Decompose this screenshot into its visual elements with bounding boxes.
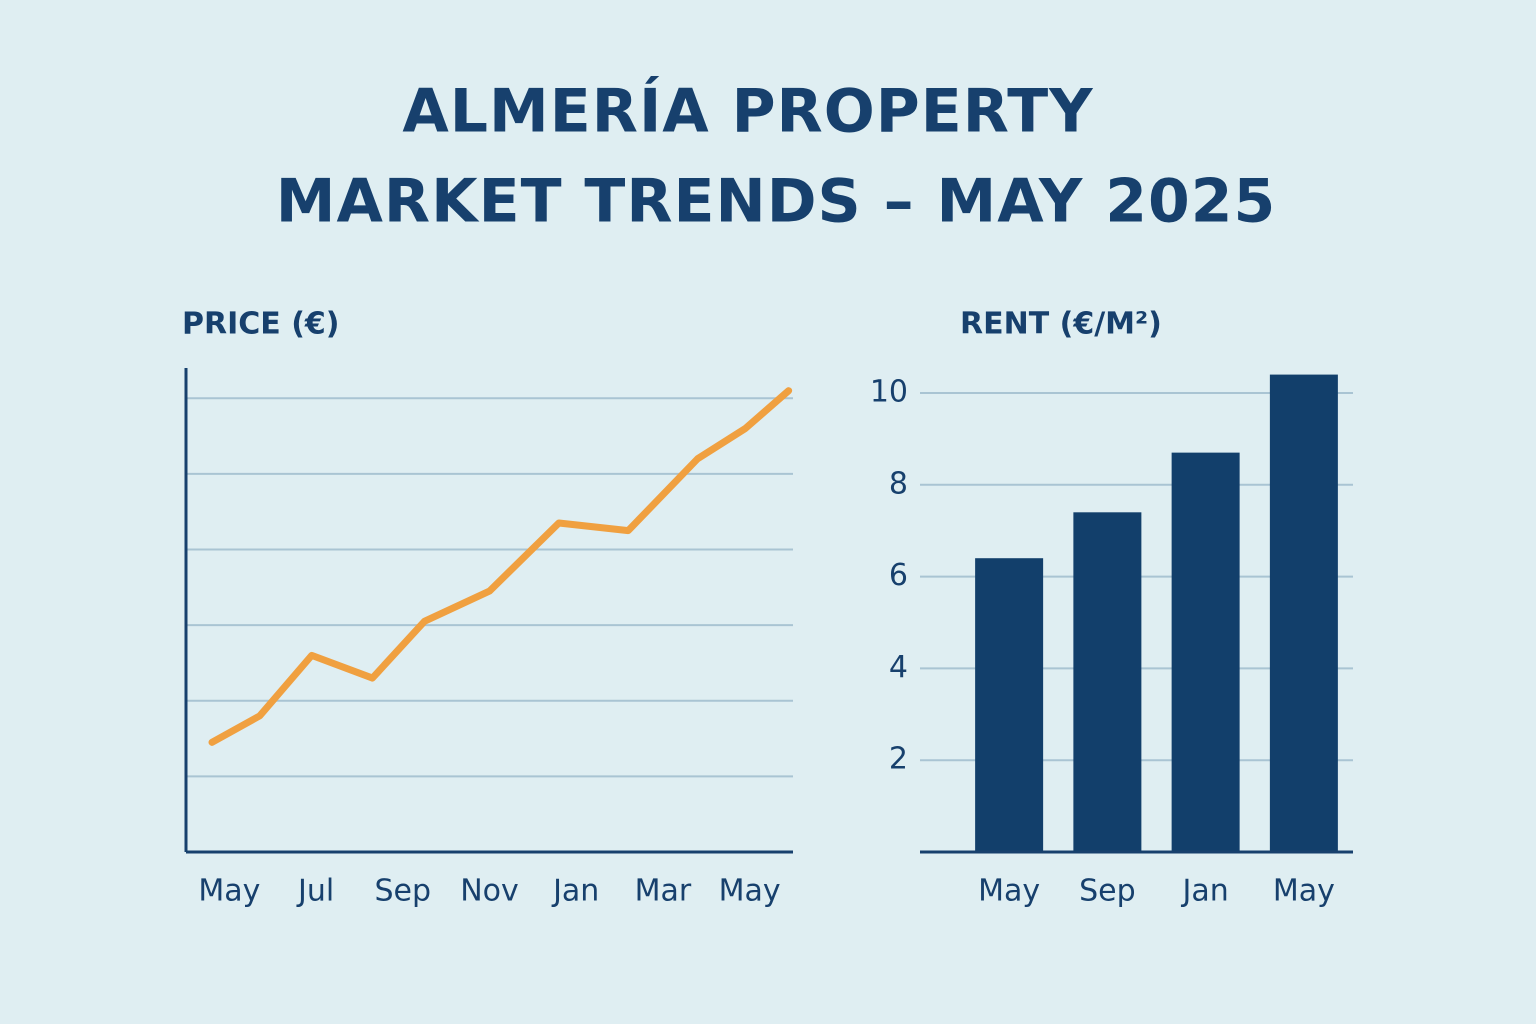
x-tick-label: Jul: [296, 874, 334, 909]
bar: [1073, 512, 1142, 852]
y-tick-label: 8: [889, 466, 908, 501]
x-tick-label: Mar: [635, 874, 692, 909]
x-tick-label: Sep: [1079, 874, 1136, 909]
chart-title: PRICE (€): [182, 307, 340, 342]
chart-title: RENT (€/M²): [960, 307, 1162, 342]
x-tick-label: May: [1273, 874, 1335, 909]
y-tick-label: 6: [889, 558, 908, 593]
x-tick-label: Jan: [551, 874, 599, 909]
y-tick-label: 4: [889, 650, 908, 685]
bar: [1269, 374, 1338, 852]
title-line: ALMERÍA PROPERTY: [402, 75, 1094, 147]
y-tick-label: 10: [870, 374, 908, 409]
title-line: MARKET TRENDS – MAY 2025: [276, 167, 1277, 237]
x-tick-label: May: [198, 874, 260, 909]
x-tick-label: May: [978, 874, 1040, 909]
y-tick-label: 2: [889, 742, 908, 777]
x-tick-label: Jan: [1181, 874, 1229, 909]
x-tick-label: Sep: [375, 874, 432, 909]
bar: [1171, 452, 1240, 852]
x-tick-label: May: [719, 874, 781, 909]
x-tick-label: Nov: [460, 874, 519, 909]
bar: [975, 558, 1044, 852]
price-line: [208, 387, 793, 746]
